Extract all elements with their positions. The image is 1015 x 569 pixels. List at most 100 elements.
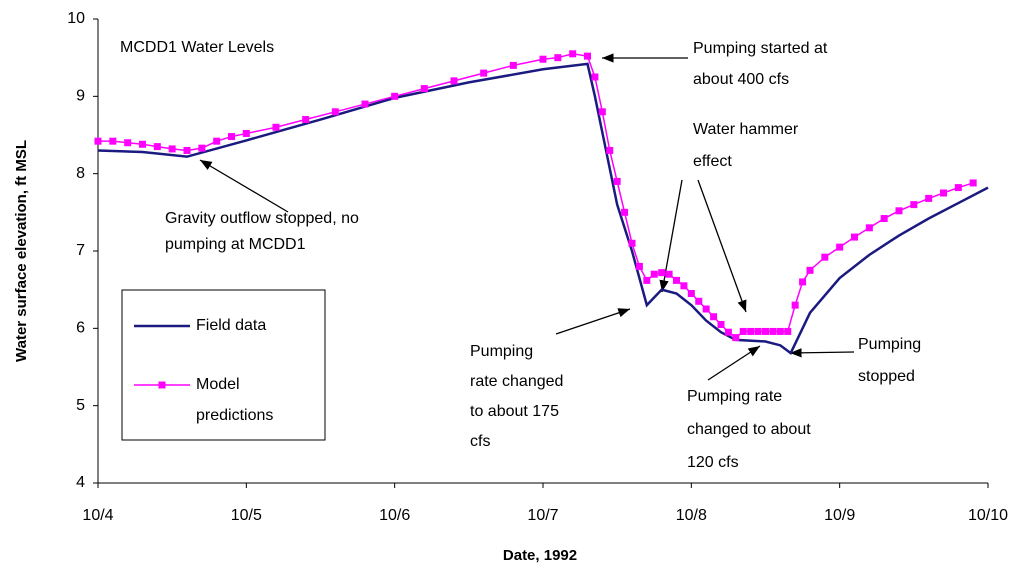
marker xyxy=(717,320,725,328)
marker xyxy=(673,276,680,284)
marker xyxy=(391,92,399,100)
arrow xyxy=(789,348,855,358)
marker xyxy=(213,137,221,145)
annotation: stopped xyxy=(858,368,915,385)
marker xyxy=(710,313,718,321)
x-tick-label: 10/8 xyxy=(676,507,707,524)
chart-title: MCDD1 Water Levels xyxy=(120,39,274,56)
marker xyxy=(739,327,747,335)
annotation-arrows xyxy=(199,53,855,381)
annotation: pumping at MCDD1 xyxy=(165,236,306,253)
marker xyxy=(183,146,191,154)
legend-label: Model predictions xyxy=(196,376,273,424)
y-tick-label: 6 xyxy=(76,320,85,337)
annotation: effect xyxy=(693,153,732,170)
arrow xyxy=(707,345,761,381)
marker xyxy=(302,116,310,124)
marker xyxy=(754,327,762,335)
marker xyxy=(480,69,488,77)
marker xyxy=(124,139,132,147)
marker xyxy=(598,108,606,116)
marker xyxy=(228,133,235,141)
marker xyxy=(569,50,577,58)
marker xyxy=(776,327,784,335)
marker xyxy=(702,305,710,313)
annotation: Water hammer xyxy=(693,121,799,138)
marker xyxy=(821,253,829,261)
marker xyxy=(940,189,947,197)
series-line xyxy=(98,53,974,339)
annotation: Pumping rate xyxy=(687,388,782,405)
y-tick-label: 10 xyxy=(67,10,85,27)
annotation: Pumping xyxy=(470,343,533,360)
marker xyxy=(168,145,176,153)
x-tick-label: 10/10 xyxy=(968,507,1008,524)
legend-box xyxy=(121,289,326,441)
marker xyxy=(791,301,799,309)
marker xyxy=(732,334,740,342)
marker xyxy=(865,224,873,232)
marker xyxy=(613,177,621,185)
marker xyxy=(554,54,562,62)
marker xyxy=(153,143,161,151)
annotation: rate changed xyxy=(470,373,563,390)
y-tick-label: 7 xyxy=(76,242,85,259)
annotation: cfs xyxy=(470,433,490,450)
annotation: Gravity outflow stopped, no xyxy=(165,210,359,227)
marker xyxy=(242,129,250,137)
marker xyxy=(361,100,369,108)
marker xyxy=(665,270,673,278)
arrow xyxy=(697,179,747,313)
marker xyxy=(687,290,695,298)
marker xyxy=(139,140,146,148)
annotation: changed to about xyxy=(687,421,811,438)
marker xyxy=(895,207,903,215)
series-line xyxy=(97,62,989,355)
marker xyxy=(650,270,658,278)
marker xyxy=(420,85,428,93)
marker xyxy=(769,327,777,335)
legend-marker xyxy=(158,381,166,389)
marker xyxy=(925,194,933,202)
marker xyxy=(806,266,814,274)
marker xyxy=(836,243,844,251)
marker xyxy=(695,297,703,305)
marker xyxy=(910,201,918,209)
arrow xyxy=(555,308,631,335)
x-tick-label: 10/7 xyxy=(527,507,558,524)
y-axis-label: Water surface elevation, ft MSL xyxy=(13,140,30,362)
marker xyxy=(635,262,643,270)
marker xyxy=(109,137,117,145)
marker xyxy=(724,328,732,336)
x-tick-label: 10/9 xyxy=(824,507,855,524)
y-tick-label: 5 xyxy=(76,397,85,414)
x-axis-label: Date, 1992 xyxy=(503,547,577,564)
x-tick-label: 10/5 xyxy=(231,507,262,524)
marker xyxy=(851,233,858,241)
marker xyxy=(799,278,807,286)
x-tick-label: 10/6 xyxy=(379,507,410,524)
legend-label: Field data xyxy=(196,317,266,334)
arrow xyxy=(199,159,289,213)
annotation: about 400 cfs xyxy=(693,71,789,88)
y-tick-label: 4 xyxy=(76,474,85,491)
marker xyxy=(680,282,688,290)
marker xyxy=(628,239,636,247)
marker xyxy=(94,137,102,145)
y-tick-label: 8 xyxy=(76,165,85,182)
marker xyxy=(969,179,977,187)
marker xyxy=(584,52,591,60)
marker xyxy=(621,208,629,216)
marker xyxy=(331,108,339,116)
marker xyxy=(272,123,280,131)
annotation: Pumping started at xyxy=(693,40,828,57)
marker xyxy=(762,327,769,335)
marker xyxy=(643,276,651,284)
marker xyxy=(747,327,755,335)
marker xyxy=(954,184,962,192)
legend-label-line: predictions xyxy=(196,407,273,424)
marker xyxy=(591,73,599,81)
marker xyxy=(606,146,614,154)
marker xyxy=(509,61,517,69)
